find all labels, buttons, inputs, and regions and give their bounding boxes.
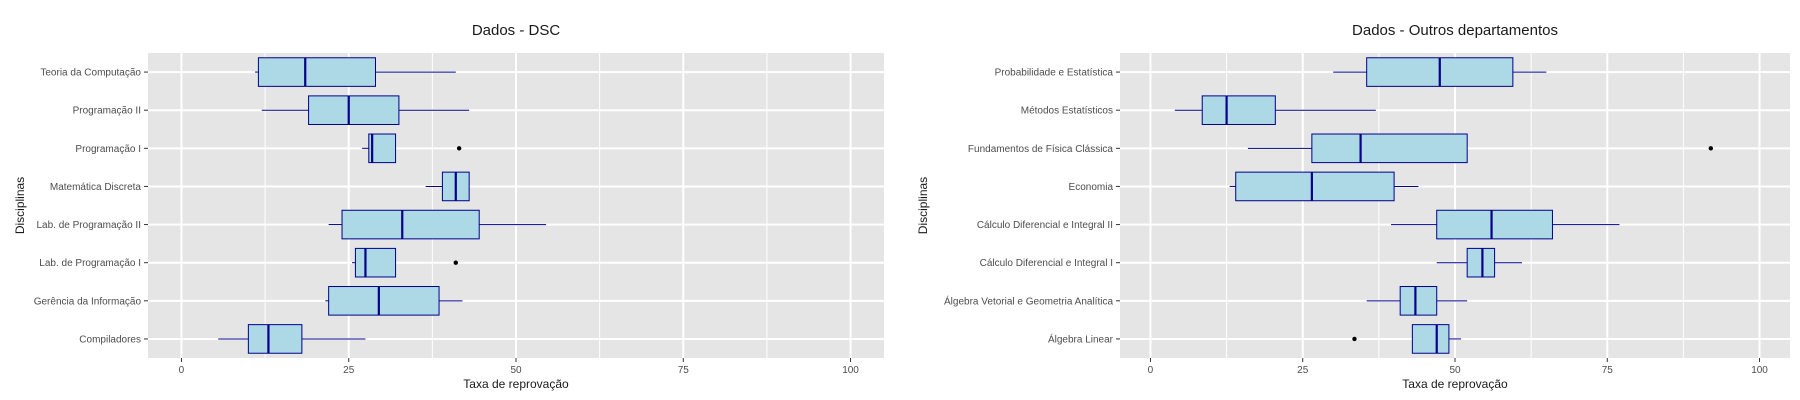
chart-title: Dados - Outros departamentos <box>1352 22 1558 39</box>
box-economia <box>1229 171 1419 202</box>
box-compiladores <box>218 324 366 354</box>
x-tick-label: 50 <box>1449 365 1461 376</box>
box-teoria-da-computacao <box>255 57 456 87</box>
box-iqr <box>1411 324 1450 354</box>
x-tick-label: 75 <box>1602 365 1614 376</box>
box-algebra-vetorial-e-geometria-analitica <box>1366 286 1468 316</box>
box-iqr <box>328 286 440 316</box>
box-gerencia-da-informacao <box>325 286 463 316</box>
y-tick-label: Programação I <box>75 144 141 155</box>
box-iqr <box>1311 133 1468 164</box>
box-iqr <box>1436 209 1553 240</box>
box-metodos-estatisticos <box>1174 95 1376 125</box>
chart-title: Dados - DSC <box>472 22 561 39</box>
x-tick-label: 0 <box>179 365 185 376</box>
box-iqr <box>1399 286 1438 316</box>
box-iqr <box>368 133 397 164</box>
box-iqr <box>354 247 397 278</box>
box-fundamentos-de-fisica-classica <box>1247 133 1714 164</box>
box-lab-de-programacao-ii <box>328 209 547 240</box>
x-tick-label: 100 <box>1751 365 1768 376</box>
outlier-point <box>1352 336 1357 342</box>
x-tick-label: 25 <box>1297 365 1309 376</box>
y-tick-label: Lab. de Programação II <box>36 220 141 231</box>
x-tick-label: 25 <box>343 365 355 376</box>
box-matematica-discreta <box>425 171 470 202</box>
box-programacao-i <box>362 133 462 164</box>
y-tick-label: Compiladores <box>79 334 141 345</box>
y-tick-label: Teoria da Computação <box>40 68 141 79</box>
x-tick-label: 75 <box>678 365 690 376</box>
box-iqr <box>1201 95 1276 125</box>
y-tick-label: Álgebra Linear <box>1048 332 1114 345</box>
y-tick-label: Probabilidade e Estatística <box>995 68 1114 79</box>
outlier-point <box>453 260 458 265</box>
box-calculo-diferencial-e-integral-i <box>1436 247 1522 278</box>
chart-dsc: Compiladores Gerência da Informação Lab. d… <box>13 22 884 391</box>
y-axis-title: Disciplinas <box>916 177 930 234</box>
box-iqr <box>341 209 480 240</box>
y-tick-label: Cálculo Diferencial e Integral I <box>980 258 1113 269</box>
outlier-point <box>1708 146 1714 151</box>
box-iqr <box>1235 171 1395 202</box>
box-iqr <box>257 57 376 87</box>
box-programacao-ii <box>261 95 470 125</box>
y-axis-title: Disciplinas <box>13 177 27 234</box>
chart-outros-departamentos: Álgebra Linear Álgebra Vetorial e Geometr… <box>916 22 1790 391</box>
box-probabilidade-e-estatistica <box>1333 57 1547 87</box>
y-tick-label: Fundamentos de Física Clássica <box>968 144 1114 155</box>
box-iqr <box>247 324 303 354</box>
y-tick-label: Métodos Estatísticos <box>1021 106 1113 117</box>
y-tick-label: Cálculo Diferencial e Integral II <box>977 220 1113 231</box>
x-tick-label: 50 <box>510 365 522 376</box>
y-tick-label: Gerência da Informação <box>34 296 142 307</box>
box-iqr <box>1466 247 1496 278</box>
box-lab-de-programacao-i <box>352 247 458 278</box>
y-tick-label: Lab. de Programação I <box>39 258 141 269</box>
x-axis-title: Taxa de reprovação <box>463 377 569 391</box>
y-tick-label: Matemática Discreta <box>50 182 142 193</box>
x-axis-title: Taxa de reprovação <box>1402 377 1508 391</box>
outlier-point <box>456 146 462 151</box>
box-calculo-diferencial-e-integral-ii <box>1391 209 1620 240</box>
x-tick-label: 100 <box>842 365 859 376</box>
x-tick-label: 0 <box>1148 365 1154 376</box>
y-tick-label: Álgebra Vetorial e Geometria Analítica <box>944 294 1113 307</box>
y-tick-label: Economia <box>1069 182 1114 193</box>
y-tick-label: Programação II <box>73 106 141 117</box>
box-algebra-linear <box>1352 324 1462 354</box>
box-iqr <box>308 95 400 125</box>
